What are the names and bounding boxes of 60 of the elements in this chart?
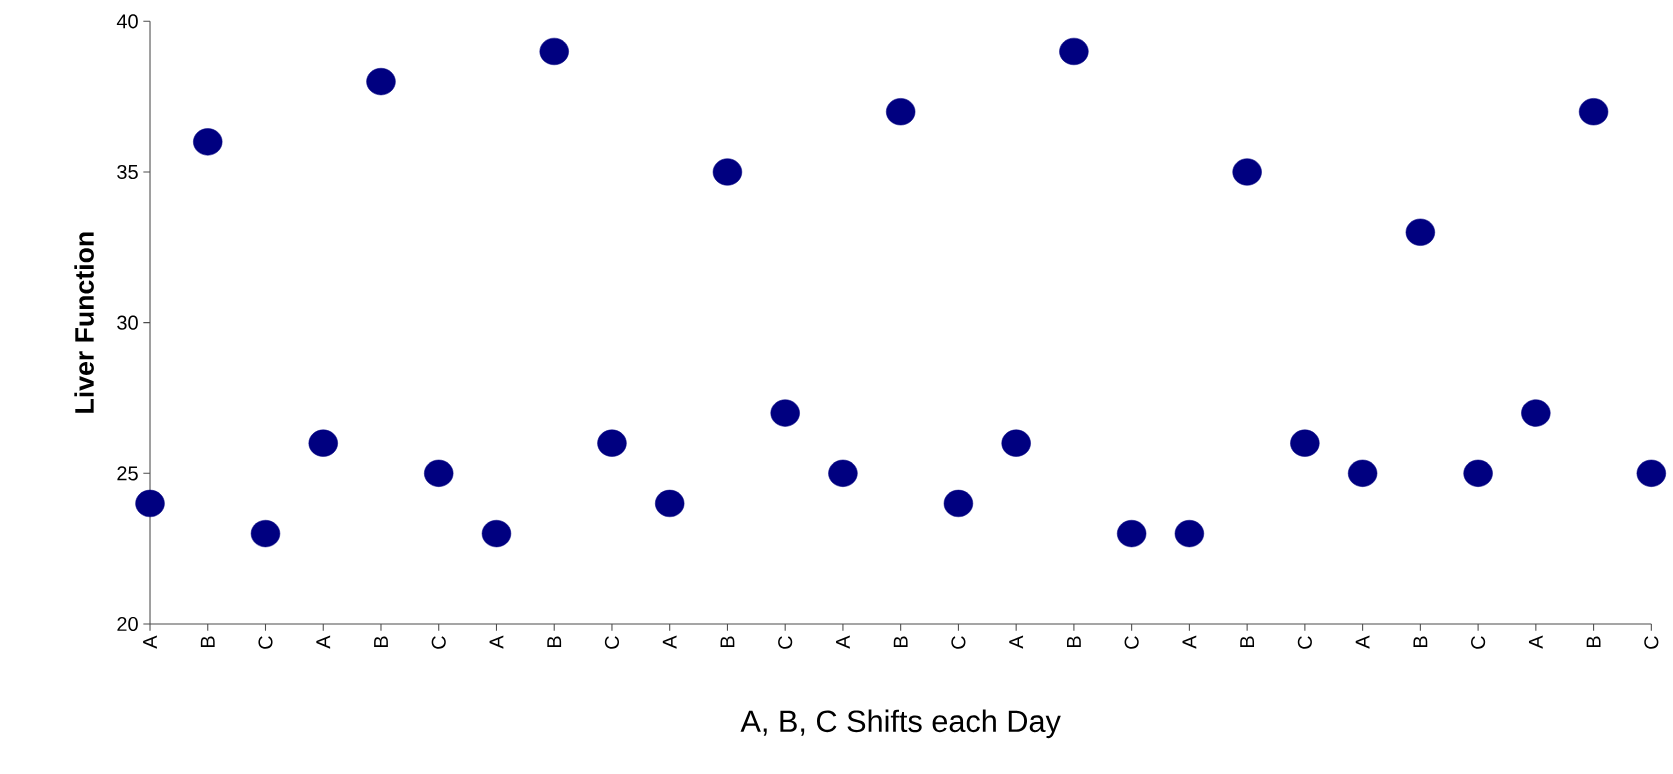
point [481, 519, 512, 548]
point [770, 399, 800, 427]
point [135, 489, 165, 518]
x-axis-title: A, B, C Shifts each Day [740, 709, 1061, 739]
point [1174, 519, 1205, 548]
y-tick-label: 30 [117, 315, 138, 330]
point [1232, 158, 1262, 186]
x-tick-label: A [143, 635, 157, 649]
point [828, 459, 858, 487]
point [539, 37, 569, 66]
x-tick-label: C [778, 636, 793, 649]
point [250, 519, 281, 548]
point [886, 98, 916, 126]
point [1116, 519, 1147, 548]
point [597, 429, 627, 457]
point [655, 489, 685, 518]
x-tick-label: B [1067, 636, 1081, 648]
x-tick-label: A [662, 635, 677, 649]
x-tick-label: C [1644, 636, 1659, 649]
x-tick-label: B [547, 636, 562, 648]
x-tick-label: B [720, 636, 735, 648]
x-tick-label: C [1471, 636, 1486, 649]
point [712, 158, 743, 186]
point [1521, 399, 1551, 427]
x-tick-label: B [200, 636, 215, 648]
x-tick-label: C [1297, 636, 1312, 649]
x-tick-label: C [258, 636, 273, 649]
point [1059, 37, 1089, 66]
point [1405, 218, 1436, 246]
x-tick-label: A [1528, 635, 1543, 649]
point [1578, 98, 1609, 126]
point [1463, 459, 1493, 487]
x-tick-label: A [1009, 635, 1024, 649]
point [193, 128, 223, 156]
x-tick-label: A [1355, 635, 1370, 649]
x-tick-label: C [604, 636, 620, 649]
point [366, 67, 396, 96]
x-tick-label: A [1182, 635, 1197, 649]
x-tick-label: B [893, 636, 908, 648]
y-tick-label: 20 [117, 616, 138, 632]
x-tick-label: C [1124, 636, 1139, 649]
point [308, 429, 338, 457]
point [1290, 429, 1320, 457]
x-tick-label: B [1413, 636, 1428, 648]
point [1347, 459, 1378, 487]
x-tick-label: B [374, 636, 388, 648]
point [1001, 429, 1031, 457]
point [424, 459, 454, 487]
x-tick-label: A [836, 635, 850, 649]
x-tick-label: A [489, 635, 504, 649]
y-tick-label: 40 [116, 14, 138, 29]
x-tick-label: C [431, 636, 446, 649]
y-tick-label: 35 [117, 164, 138, 180]
x-tick-label: B [1240, 636, 1255, 648]
point [943, 489, 974, 518]
x-tick-label: C [951, 636, 966, 649]
y-tick-label: 25 [117, 466, 138, 481]
y-axis-title: Liver Function [74, 232, 94, 413]
x-tick-label: B [1586, 636, 1601, 648]
x-tick-label: A [316, 635, 331, 649]
